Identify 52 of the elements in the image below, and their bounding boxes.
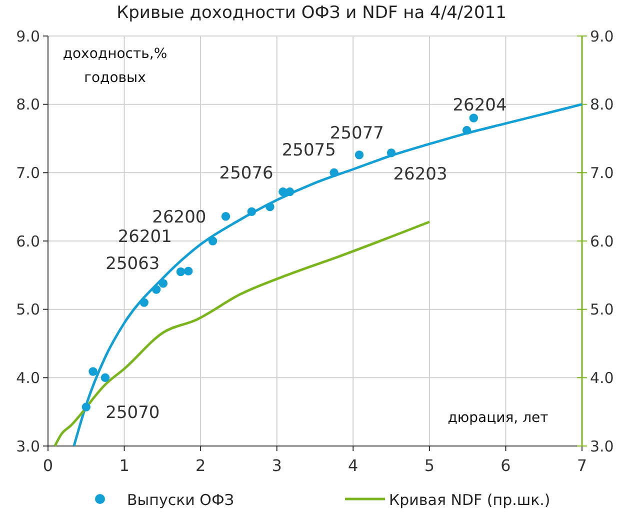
annotation: 26200 [152,207,206,228]
x-tick-label: 6 [500,456,511,475]
point [330,168,338,178]
point [266,202,274,212]
point [140,298,148,307]
y2-tick-label: 9.0 [590,27,614,46]
y-tick-label: 5.0 [16,300,40,319]
y2-tick-label: 4.0 [590,368,614,387]
annotation: 26204 [452,95,507,116]
annotation: 26203 [393,164,448,184]
point [386,148,396,158]
x-tick-label: 5 [424,456,435,475]
point [462,126,472,135]
point [158,279,168,288]
x-tick-label: 7 [576,456,588,475]
y-tick-label: 6.0 [16,232,40,250]
point [100,373,110,382]
x-axis-title: дюрация, лет [448,410,548,426]
point [152,285,161,294]
y-tick-label: 9.0 [16,27,40,46]
point [354,150,364,160]
y2-tick-label: 3.0 [590,437,614,456]
point [176,267,186,276]
y-axis-title: доходность,% годовых [62,46,168,86]
point [285,187,294,196]
legend-label: Выпуски ОФЗ [127,491,234,509]
point [82,402,91,412]
y2-tick-label: 7.0 [590,164,614,182]
legend-label: Кривая NDF (пр.шк.) [389,491,550,509]
annotation: 26201 [118,227,172,248]
x-tick-label: 0 [42,456,54,475]
x-tick-label: 4 [348,456,358,475]
annotation: 25063 [106,254,160,274]
y2-tick-label: 8.0 [590,96,614,114]
point [184,266,193,276]
point [469,114,478,122]
point [208,236,218,246]
point [88,367,98,376]
point [221,212,230,221]
x-tick-label: 3 [272,456,282,475]
point [247,207,256,216]
y2-tick-label: 5.0 [590,300,614,319]
y-tick-label: 3.0 [16,437,40,456]
annotation: 25070 [106,402,160,423]
y2-tick-label: 6.0 [590,232,614,250]
y-tick-label: 8.0 [16,96,40,114]
x-tick-label: 1 [119,456,130,475]
y-tick-label: 7.0 [16,164,40,182]
y-tick-label: 4.0 [16,368,40,387]
x-tick-label: 2 [195,456,206,475]
annotation: 25076 [219,164,274,184]
chart-title: Кривые доходности ОФЗ и NDF на 4/4/2011 [116,3,506,23]
